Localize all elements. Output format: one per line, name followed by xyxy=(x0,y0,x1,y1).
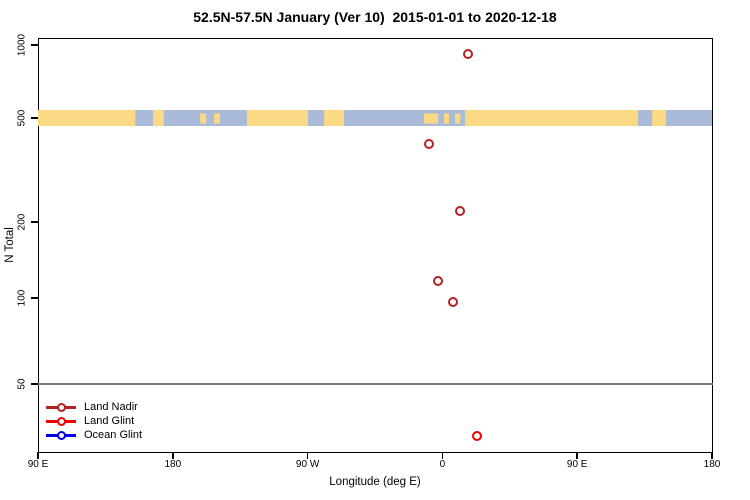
x-tick-label: 180 xyxy=(703,459,721,470)
x-tick-label: 90 E xyxy=(566,459,588,470)
legend-item-land-nadir: Land Nadir xyxy=(46,400,142,414)
x-axis-title: Longitude (deg E) xyxy=(329,476,421,488)
data-point-land-nadir xyxy=(455,206,466,217)
y-axis-title: N Total xyxy=(4,227,16,263)
x-tick-label: 90 W xyxy=(295,459,320,470)
y-tick-label: 200 xyxy=(16,213,28,231)
land-speckle xyxy=(424,113,439,124)
legend-label: Ocean Glint xyxy=(84,429,143,441)
land-segment xyxy=(246,110,308,126)
x-tick xyxy=(441,452,444,459)
x-tick xyxy=(172,452,174,459)
legend: Land Nadir Land Glint Ocean Glint xyxy=(46,400,142,442)
y-tick xyxy=(31,221,38,223)
x-tick-label: 0 xyxy=(439,459,446,470)
data-point-land-nadir xyxy=(423,138,434,149)
land-speckle xyxy=(214,113,220,124)
y-tick-label: 50 xyxy=(16,378,28,390)
legend-item-ocean-glint: Ocean Glint xyxy=(46,428,142,442)
land-speckle xyxy=(200,113,207,124)
land-ocean-map-strip xyxy=(38,110,712,126)
x-tick xyxy=(306,452,309,459)
x-tick xyxy=(711,452,713,459)
land-speckle xyxy=(455,113,461,124)
y-tick xyxy=(31,383,38,385)
ocean-glint-marker-icon xyxy=(46,430,76,440)
plot-area xyxy=(38,38,713,453)
y-tick xyxy=(31,117,38,119)
x-tick-label: 180 xyxy=(164,459,182,470)
land-nadir-marker-icon xyxy=(46,402,76,412)
land-segment xyxy=(652,110,666,126)
legend-item-land-glint: Land Glint xyxy=(46,414,142,428)
land-glint-marker-icon xyxy=(46,416,76,426)
legend-label: Land Glint xyxy=(84,415,135,427)
y-tick xyxy=(31,297,38,299)
x-tick xyxy=(37,452,39,459)
land-segment xyxy=(38,110,136,126)
land-segment xyxy=(153,110,164,126)
y-tick-label: 1000 xyxy=(16,33,28,57)
y-tick-label: 100 xyxy=(16,289,28,307)
chart-title: 52.5N-57.5N January (Ver 10) 2015-01-01 … xyxy=(193,9,557,25)
land-segment xyxy=(324,110,344,126)
legend-label: Land Nadir xyxy=(84,401,138,413)
data-point-land-glint xyxy=(471,430,482,441)
data-point-land-nadir xyxy=(462,49,473,59)
land-speckle xyxy=(443,113,450,124)
y-tick-label: 500 xyxy=(16,109,28,127)
y-tick xyxy=(31,44,38,46)
data-point-land-nadir xyxy=(432,275,443,286)
land-segment xyxy=(465,110,638,126)
data-point-land-nadir xyxy=(447,296,458,307)
x-tick xyxy=(576,452,578,459)
gridline-50 xyxy=(38,383,713,385)
x-tick-label: 90 E xyxy=(27,459,49,470)
